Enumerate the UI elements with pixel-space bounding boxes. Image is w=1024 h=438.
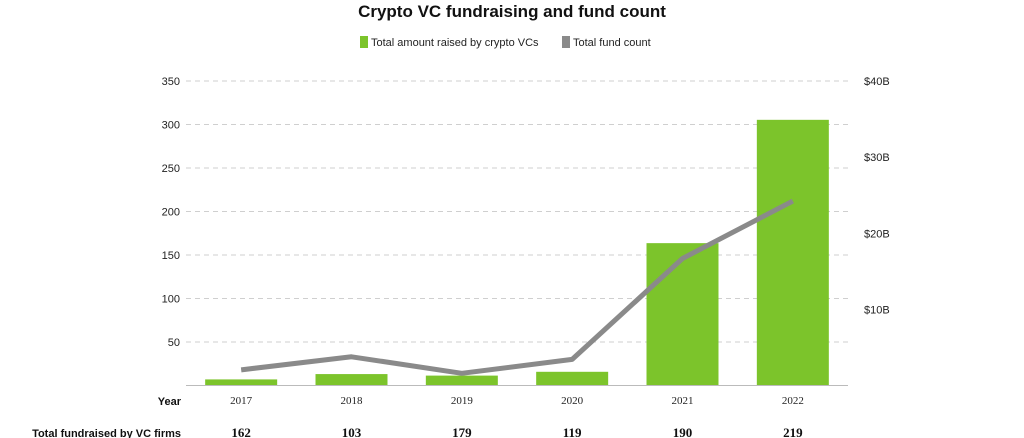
- table-row-value: 119: [563, 425, 582, 438]
- x-tick-label: 2018: [341, 395, 364, 407]
- bar-2020: [536, 371, 609, 386]
- x-tick-label: 2019: [451, 395, 474, 407]
- left-tick-label: 350: [162, 76, 180, 88]
- fund-count-polyline: [240, 198, 794, 376]
- right-tick-label: $10B: [864, 304, 890, 316]
- legend-swatch-amount: [360, 36, 368, 48]
- table-row-label: Total fundraised by VC firms: [32, 428, 181, 438]
- left-tick-label: 300: [162, 120, 180, 132]
- table-row-values: 162 103 179 119 190 219: [231, 425, 803, 438]
- legend-label-amount: Total amount raised by crypto VCs: [371, 37, 539, 49]
- left-tick-label: 250: [162, 163, 180, 175]
- right-tick-label: $20B: [864, 228, 890, 240]
- x-tick-label: 2022: [782, 395, 804, 407]
- fund-count-line: [240, 198, 794, 376]
- left-tick-label: 100: [162, 294, 180, 306]
- left-tick-label: 150: [162, 250, 180, 262]
- bar-2021: [646, 243, 719, 386]
- legend: Total amount raised by crypto VCs Total …: [360, 36, 651, 49]
- x-tick-label: 2021: [672, 395, 694, 407]
- left-tick-label: 200: [162, 207, 180, 219]
- table-row-value: 179: [452, 425, 472, 438]
- left-axis: 50 100 150 200 250 300 350: [162, 76, 180, 349]
- table-row-value: 190: [673, 425, 693, 438]
- right-tick-label: $40B: [864, 76, 890, 88]
- right-tick-label: $30B: [864, 152, 890, 164]
- x-axis-label: Year: [158, 396, 182, 408]
- table-row-value: 162: [231, 425, 251, 438]
- legend-label-fund-count: Total fund count: [573, 37, 651, 49]
- gridlines: [186, 80, 848, 343]
- right-axis: $10B $20B $30B $40B: [864, 76, 890, 316]
- legend-swatch-fund-count: [562, 36, 570, 48]
- chart-title: Crypto VC fundraising and fund count: [358, 2, 666, 21]
- x-tick-label: 2017: [230, 395, 253, 407]
- bar-2022: [756, 119, 829, 386]
- table-row-value: 103: [342, 425, 362, 438]
- bar-2018: [315, 374, 388, 386]
- bar-2019: [425, 375, 498, 386]
- x-axis-ticks: 2017 2018 2019 2020 2021 2022: [230, 395, 804, 407]
- table-row-value: 219: [783, 425, 803, 438]
- bars: [205, 119, 829, 386]
- bar-2017: [205, 379, 278, 386]
- x-tick-label: 2020: [561, 395, 584, 407]
- left-tick-label: 50: [168, 337, 180, 349]
